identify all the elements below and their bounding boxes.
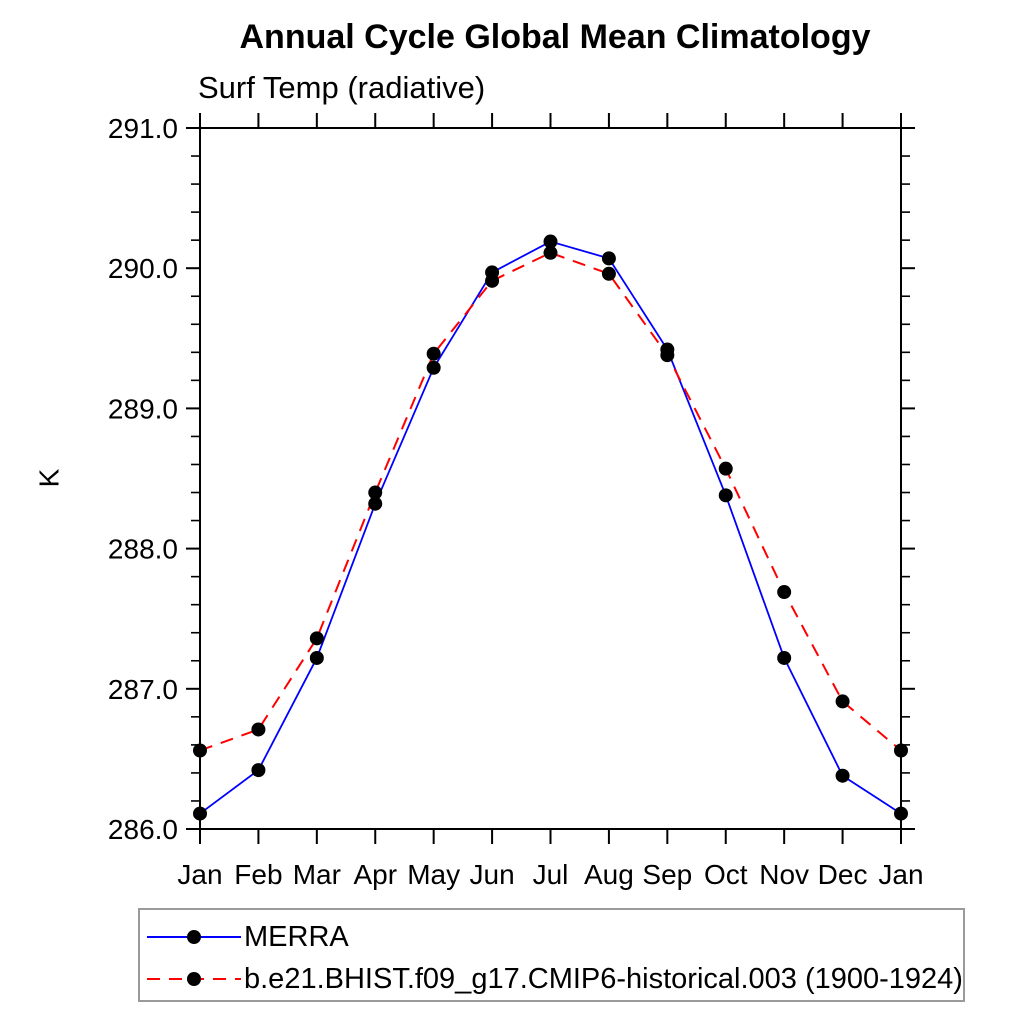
legend-item: MERRA bbox=[144, 916, 963, 958]
x-tick-label: Sep bbox=[642, 859, 692, 890]
y-tick-label: 288.0 bbox=[108, 534, 178, 565]
legend-marker-icon bbox=[187, 972, 201, 986]
data-point-marker bbox=[251, 722, 266, 737]
x-tick-label: Oct bbox=[704, 859, 748, 890]
legend-item: b.e21.BHIST.f09_g17.CMIP6-historical.003… bbox=[144, 958, 963, 1000]
y-tick-label: 289.0 bbox=[108, 393, 178, 424]
x-tick-label: May bbox=[407, 859, 460, 890]
data-point-marker bbox=[718, 461, 733, 476]
chart-subtitle: Surf Temp (radiative) bbox=[198, 70, 486, 105]
x-tick-label: Jun bbox=[470, 859, 515, 890]
data-point-marker bbox=[777, 650, 792, 665]
x-tick-label: Feb bbox=[234, 859, 282, 890]
data-point-marker bbox=[426, 346, 441, 361]
data-point-marker bbox=[894, 806, 908, 821]
data-point-marker bbox=[601, 251, 616, 266]
data-point-marker bbox=[368, 496, 383, 511]
legend-label: b.e21.BHIST.f09_g17.CMIP6-historical.003… bbox=[244, 962, 963, 995]
x-tick-label: Jan bbox=[177, 859, 222, 890]
legend-sample-line bbox=[147, 972, 241, 986]
legend-label: MERRA bbox=[244, 920, 349, 953]
plot-frame bbox=[199, 127, 902, 830]
chart-title: Annual Cycle Global Mean Climatology bbox=[239, 18, 871, 56]
x-tick-label: Jul bbox=[533, 859, 569, 890]
data-point-marker bbox=[193, 806, 207, 821]
y-tick-label: 291.0 bbox=[108, 113, 178, 144]
y-tick-label: 290.0 bbox=[108, 253, 178, 284]
x-tick-label: Dec bbox=[818, 859, 868, 890]
data-point-marker bbox=[368, 485, 383, 500]
data-point-marker bbox=[777, 585, 792, 600]
series-line-1 bbox=[199, 251, 902, 752]
data-point-marker bbox=[543, 234, 558, 249]
data-point-marker bbox=[485, 273, 500, 288]
legend-marker-icon bbox=[187, 930, 201, 944]
y-tick-label: 287.0 bbox=[108, 674, 178, 705]
x-tick-label: Nov bbox=[759, 859, 809, 890]
data-point-marker bbox=[835, 768, 850, 783]
series-line-0 bbox=[199, 240, 902, 815]
y-tick-label: 286.0 bbox=[108, 814, 178, 845]
x-tick-label: Apr bbox=[353, 859, 397, 890]
data-point-marker bbox=[426, 360, 441, 375]
x-tick-label: Mar bbox=[293, 859, 341, 890]
data-point-marker bbox=[660, 348, 675, 363]
legend-box: MERRA b.e21.BHIST.f09_g17.CMIP6-historica… bbox=[138, 908, 965, 1002]
data-point-marker bbox=[193, 743, 207, 758]
data-point-marker bbox=[601, 266, 616, 281]
data-point-marker bbox=[835, 694, 850, 709]
x-tick-label: Aug bbox=[584, 859, 634, 890]
data-point-marker bbox=[718, 488, 733, 503]
x-tick-label: Jan bbox=[878, 859, 923, 890]
data-point-marker bbox=[894, 743, 908, 758]
legend-sample-line bbox=[147, 930, 241, 944]
data-point-marker bbox=[543, 245, 558, 260]
data-point-marker bbox=[309, 631, 324, 646]
data-point-marker bbox=[309, 650, 324, 665]
data-point-marker bbox=[251, 763, 266, 778]
